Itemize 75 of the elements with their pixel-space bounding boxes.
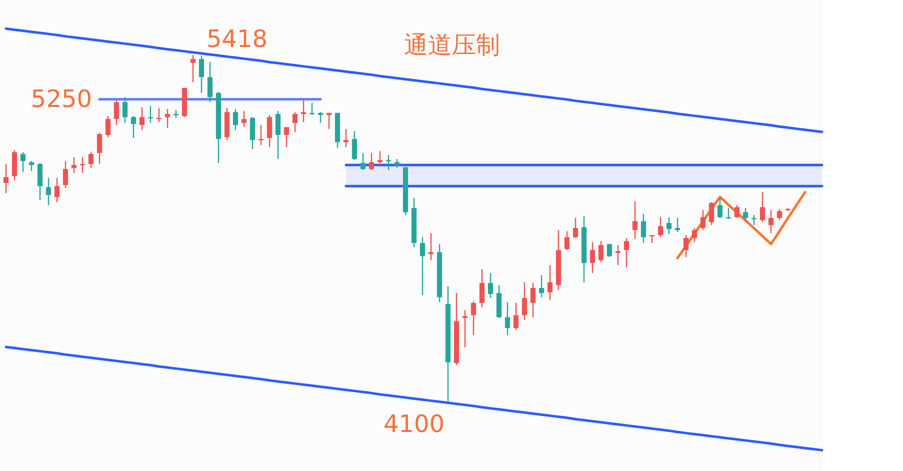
candlestick [266, 114, 272, 148]
candlestick [96, 132, 102, 165]
candlestick [198, 55, 204, 94]
candlestick [114, 99, 120, 126]
candlestick [139, 106, 145, 131]
candlestick [232, 108, 238, 131]
annotation: 通道压制 [404, 31, 500, 59]
candlestick [3, 163, 9, 194]
candlestick [20, 152, 26, 173]
annotation: 5418 [206, 25, 268, 53]
candlestick [292, 112, 298, 133]
candlestick [318, 112, 324, 124]
candlestick [606, 243, 612, 258]
candlestick [360, 152, 366, 171]
candlestick [624, 237, 630, 268]
candlestick [547, 264, 553, 301]
candlestick [615, 244, 621, 266]
candlestick [62, 160, 68, 189]
candlestick [54, 177, 60, 203]
candlestick [343, 128, 349, 148]
annotation: 4100 [383, 410, 445, 438]
candlestick [284, 126, 290, 148]
candlestick [564, 230, 570, 251]
candlestick [377, 150, 383, 166]
candlestick [420, 236, 426, 296]
candlestick [105, 115, 111, 138]
candlestick [190, 54, 196, 83]
candlestick [760, 192, 766, 223]
candlestick [640, 213, 646, 244]
candlestick [275, 110, 281, 160]
candlestick [470, 300, 476, 336]
candlestick [700, 209, 706, 231]
candlestick [368, 152, 374, 171]
candlestick [207, 62, 213, 103]
candlestick [590, 242, 596, 274]
candlestick [632, 200, 638, 240]
candlestick [522, 282, 528, 321]
candlestick [683, 234, 689, 258]
candlestick [352, 130, 358, 161]
candlestick [326, 112, 332, 130]
candlestick [504, 302, 510, 336]
candlestick [692, 227, 698, 243]
candlestick [300, 99, 306, 123]
candlestick [250, 116, 256, 150]
candlestick [768, 209, 774, 234]
candlestick [530, 282, 536, 318]
candlestick [674, 217, 680, 233]
candlestick [241, 110, 247, 128]
candlestick [513, 302, 519, 331]
candlestick [726, 207, 732, 220]
candlestick [428, 232, 434, 261]
candlestick [122, 96, 128, 124]
candlestick [598, 240, 604, 263]
candlestick [130, 115, 136, 139]
candlestick [708, 202, 714, 226]
candlestick [148, 105, 154, 124]
candlestick [462, 310, 468, 348]
candlestick [479, 268, 485, 308]
candlestick [538, 274, 544, 298]
candlestick [658, 216, 664, 238]
candlestick [46, 177, 52, 206]
candlestick [28, 160, 34, 172]
candlestick [88, 152, 94, 169]
candlestick [164, 108, 170, 129]
candlestick [666, 216, 672, 235]
candlestick [71, 156, 77, 174]
candlestick [717, 197, 723, 219]
candlestick [37, 162, 43, 201]
candlestick [734, 204, 740, 219]
candlestick [742, 207, 748, 223]
annotation: 5250 [30, 85, 92, 113]
candlestick [488, 272, 494, 299]
candlestick [12, 149, 18, 181]
candlestick [572, 217, 578, 239]
candlestick [776, 208, 782, 221]
